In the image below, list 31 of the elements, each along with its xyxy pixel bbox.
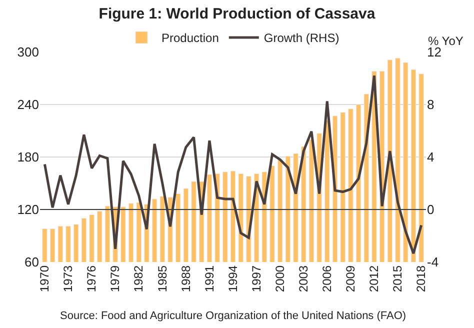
y2-tick-label: 4 (427, 150, 434, 165)
x-tick-label: 1970 (38, 265, 52, 292)
y-tick-label: 120 (17, 202, 39, 218)
y-tick-label: 240 (17, 97, 39, 112)
x-tick-label: 1997 (249, 265, 264, 292)
y2-tick-label: -4 (427, 254, 439, 270)
x-tick-label: 1991 (202, 265, 216, 292)
line-series (43, 74, 423, 255)
y2-tick-label: 8 (427, 97, 434, 112)
x-tick-label: 2009 (344, 265, 358, 292)
legend-label: Production (162, 31, 219, 46)
x-tick-label: 1976 (84, 265, 99, 292)
x-tick-label: 1985 (155, 265, 170, 292)
y-tick-label: 180 (17, 150, 39, 165)
x-tick-label: 2015 (390, 265, 405, 292)
x-tick-label: 1988 (178, 265, 193, 292)
x-tick-label: 2018 (414, 265, 428, 292)
y-tick-label: 60 (24, 254, 39, 270)
source-note: Source: Food and Agriculture Organization of the United Nations (FAO) (60, 310, 406, 322)
y-tick-label: 300 (17, 44, 39, 60)
x-tick-label: 1982 (132, 265, 146, 292)
chart-title: Figure 1: World Production of Cassava (98, 6, 376, 23)
legend-label: Growth (RHS) (264, 31, 340, 46)
x-tick-label: 2003 (296, 265, 311, 292)
x-tick-label: 1994 (226, 265, 240, 292)
x-tick-label: 2012 (367, 265, 382, 292)
y2-tick-label: 0 (427, 202, 434, 218)
x-tick-label: 2006 (320, 265, 334, 292)
x-tick-label: 2000 (272, 265, 287, 292)
x-tick-label: 1973 (61, 265, 76, 292)
x-tick-label: 1979 (108, 265, 122, 292)
